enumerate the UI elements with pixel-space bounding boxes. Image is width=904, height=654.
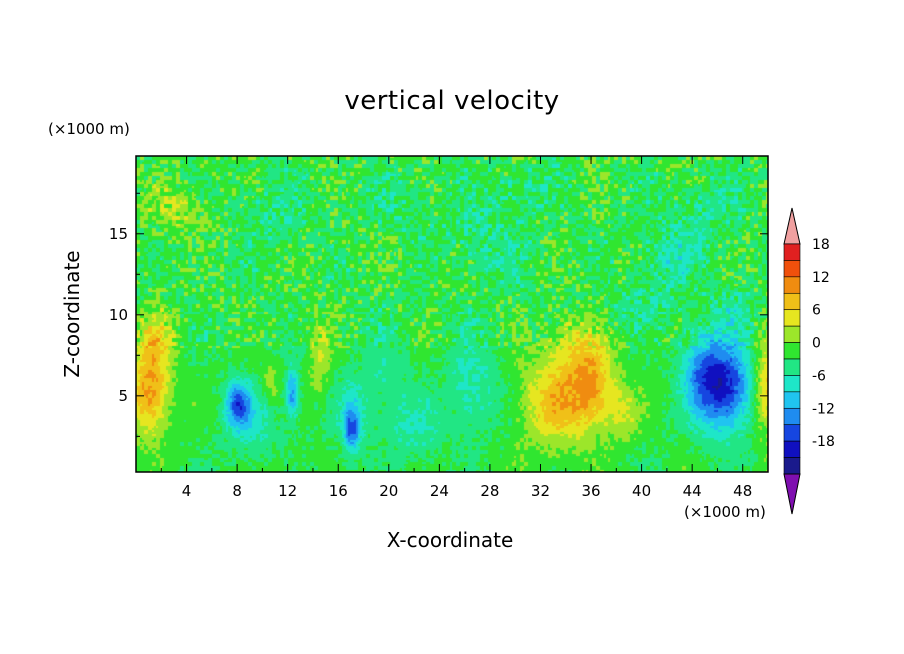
x-tick-label: 12: [278, 482, 297, 500]
colorbar-label: -12: [812, 401, 835, 417]
x-tick-label: 48: [733, 482, 752, 500]
colorbar-box: [783, 292, 801, 311]
colorbar-box: [783, 276, 801, 294]
colorbar-box: [783, 260, 801, 278]
x-tick-label: 28: [480, 482, 499, 500]
colorbar-box: [783, 375, 801, 393]
x-axis: 4 8 12 16 20 24 28 32 36 40 44 48: [160, 156, 752, 500]
colorbar-box: [783, 457, 801, 475]
x-tick-label: 36: [581, 482, 600, 500]
colorbar-box: [783, 342, 801, 360]
colorbar-box: [783, 309, 801, 327]
colorbar-label: -18: [812, 434, 835, 450]
colorbar-top-extension: [783, 207, 801, 245]
colorbar-label: 0: [812, 336, 821, 352]
colorbar-box: [783, 407, 801, 426]
colorbar-box: [783, 391, 801, 409]
y-tick-label: 10: [109, 306, 128, 324]
colorbar: 18 12 6 0 -6 -12 -18: [783, 207, 835, 515]
x-tick-label: 32: [531, 482, 550, 500]
x-tick-label: 40: [632, 482, 651, 500]
x-axis-label: X-coordinate: [386, 528, 514, 552]
x-tick-label: 24: [430, 482, 449, 500]
colorbar-label: 12: [812, 270, 830, 286]
colorbar-label: 6: [812, 303, 821, 319]
plot-frame: [135, 155, 769, 473]
colorbar-label: 18: [812, 237, 830, 253]
colorbar-box: [783, 440, 801, 458]
colorbar-box: [783, 325, 801, 343]
x-tick-label: 16: [329, 482, 348, 500]
x-tick-label: 4: [182, 482, 192, 500]
x-axis-unit: (×1000 m): [684, 503, 766, 521]
y-tick-label: 15: [109, 225, 128, 243]
colorbar-label: -6: [812, 368, 826, 384]
contour-fill-image: [136, 156, 768, 472]
colorbar-bottom-extension: [783, 473, 801, 515]
colorbar-box: [783, 424, 801, 442]
colorbar-box: [783, 243, 801, 261]
x-tick-label: 8: [232, 482, 242, 500]
x-tick-label: 20: [379, 482, 398, 500]
y-axis: 5 10 15: [109, 192, 768, 437]
y-tick-label: 5: [118, 387, 128, 405]
y-axis-unit: (×1000 m): [48, 120, 130, 138]
contour-field: [136, 156, 768, 472]
colorbar-box: [783, 358, 801, 376]
chart-title: vertical velocity: [344, 86, 560, 116]
x-tick-label: 44: [683, 482, 702, 500]
